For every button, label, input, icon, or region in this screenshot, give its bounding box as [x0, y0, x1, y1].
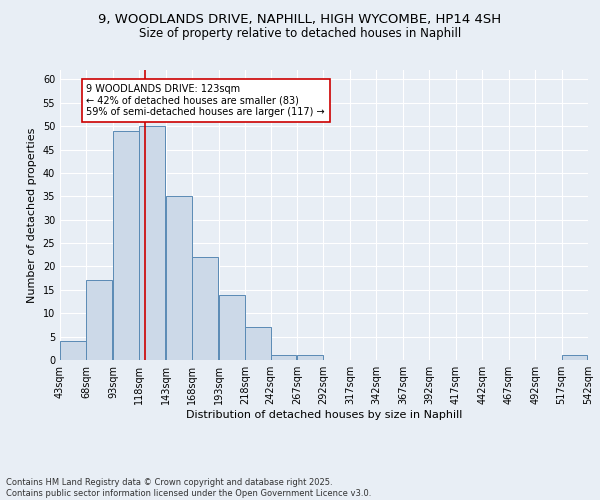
Bar — [113, 131, 139, 360]
Bar — [271, 356, 296, 360]
Bar — [166, 196, 192, 360]
Text: Contains HM Land Registry data © Crown copyright and database right 2025.
Contai: Contains HM Land Registry data © Crown c… — [6, 478, 371, 498]
Bar — [245, 328, 271, 360]
Bar — [60, 342, 86, 360]
Y-axis label: Number of detached properties: Number of detached properties — [27, 128, 37, 302]
Bar — [192, 257, 218, 360]
X-axis label: Distribution of detached houses by size in Naphill: Distribution of detached houses by size … — [186, 410, 462, 420]
Text: 9, WOODLANDS DRIVE, NAPHILL, HIGH WYCOMBE, HP14 4SH: 9, WOODLANDS DRIVE, NAPHILL, HIGH WYCOMB… — [98, 12, 502, 26]
Bar — [219, 294, 245, 360]
Bar — [86, 280, 112, 360]
Bar — [562, 356, 587, 360]
Text: Size of property relative to detached houses in Naphill: Size of property relative to detached ho… — [139, 28, 461, 40]
Bar — [139, 126, 165, 360]
Bar — [297, 356, 323, 360]
Text: 9 WOODLANDS DRIVE: 123sqm
← 42% of detached houses are smaller (83)
59% of semi-: 9 WOODLANDS DRIVE: 123sqm ← 42% of detac… — [86, 84, 325, 117]
